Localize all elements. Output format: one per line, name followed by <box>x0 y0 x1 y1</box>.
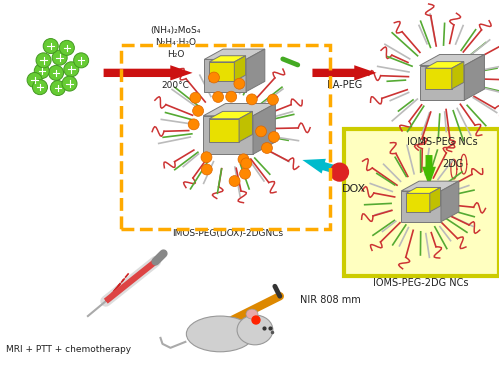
Circle shape <box>27 72 42 87</box>
Text: IMOS-PEG(DOX)-2DGNCs: IMOS-PEG(DOX)-2DGNCs <box>172 228 284 238</box>
Polygon shape <box>420 55 484 66</box>
Ellipse shape <box>237 315 273 345</box>
Circle shape <box>201 152 212 163</box>
Circle shape <box>32 80 48 95</box>
Circle shape <box>330 163 348 181</box>
Circle shape <box>48 65 64 80</box>
Text: H₂O: H₂O <box>166 50 184 59</box>
Circle shape <box>268 132 280 143</box>
Polygon shape <box>401 181 459 191</box>
Circle shape <box>268 94 278 105</box>
Bar <box>120 45 330 229</box>
Polygon shape <box>209 119 239 142</box>
Bar <box>344 129 498 276</box>
Circle shape <box>62 76 77 91</box>
Text: 2DG: 2DG <box>442 159 464 169</box>
Circle shape <box>64 62 79 77</box>
Circle shape <box>50 81 66 95</box>
Circle shape <box>229 176 240 187</box>
Circle shape <box>34 64 50 78</box>
Polygon shape <box>253 104 276 154</box>
Polygon shape <box>204 60 246 92</box>
Text: N₂H₄·H₂O: N₂H₄·H₂O <box>155 38 196 47</box>
Polygon shape <box>464 55 484 100</box>
Polygon shape <box>401 191 441 222</box>
Ellipse shape <box>246 309 258 319</box>
Text: (NH₄)₂MoS₄: (NH₄)₂MoS₄ <box>150 26 200 35</box>
Polygon shape <box>234 56 246 81</box>
Polygon shape <box>406 187 440 193</box>
Circle shape <box>60 40 74 55</box>
Polygon shape <box>420 66 465 100</box>
Polygon shape <box>430 187 440 212</box>
Circle shape <box>241 158 252 169</box>
Circle shape <box>238 154 249 165</box>
Text: IOMS-PEG-2DG NCs: IOMS-PEG-2DG NCs <box>374 278 469 288</box>
Polygon shape <box>204 116 253 154</box>
Circle shape <box>246 94 258 105</box>
Circle shape <box>212 92 224 103</box>
Polygon shape <box>441 181 459 222</box>
Polygon shape <box>452 61 464 89</box>
Text: DOX: DOX <box>342 184 366 194</box>
Circle shape <box>240 168 250 179</box>
Circle shape <box>256 126 266 137</box>
Text: LA-PEG: LA-PEG <box>327 80 362 90</box>
Circle shape <box>36 53 51 68</box>
Circle shape <box>43 38 58 54</box>
Polygon shape <box>425 61 464 68</box>
Polygon shape <box>210 56 246 62</box>
Circle shape <box>234 78 245 89</box>
Polygon shape <box>210 62 234 81</box>
Circle shape <box>74 53 88 68</box>
Circle shape <box>262 143 272 153</box>
Text: 200°C: 200°C <box>162 81 190 90</box>
Polygon shape <box>209 111 252 119</box>
Circle shape <box>252 316 260 324</box>
Circle shape <box>52 50 67 65</box>
Circle shape <box>188 119 199 130</box>
Circle shape <box>190 92 201 103</box>
Polygon shape <box>406 193 430 212</box>
Polygon shape <box>239 111 252 142</box>
Circle shape <box>226 91 236 102</box>
Text: NIR 808 mm: NIR 808 mm <box>300 295 360 305</box>
Text: MRI + PTT + chemotherapy: MRI + PTT + chemotherapy <box>6 345 132 354</box>
Polygon shape <box>204 104 276 116</box>
Text: IOMS-PEG NCs: IOMS-PEG NCs <box>406 137 477 147</box>
Polygon shape <box>246 49 265 92</box>
Ellipse shape <box>186 316 254 352</box>
Circle shape <box>192 106 203 116</box>
Polygon shape <box>204 49 265 60</box>
Circle shape <box>208 72 220 83</box>
Polygon shape <box>425 68 452 89</box>
Circle shape <box>202 164 212 175</box>
